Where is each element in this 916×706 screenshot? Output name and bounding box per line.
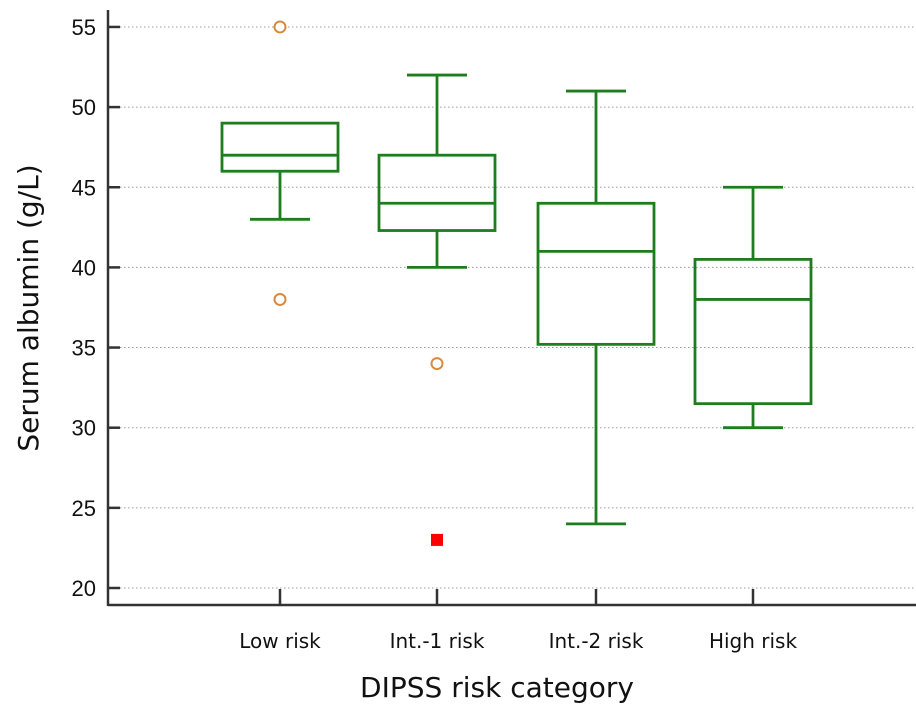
box-2	[536, 89, 656, 526]
y-tick-label: 25	[72, 496, 96, 521]
x-tick-label: High risk	[709, 629, 798, 653]
y-tick-label: 50	[72, 95, 96, 120]
x-axis-title: DIPSS risk category	[360, 671, 634, 704]
box-0	[220, 20, 340, 306]
box-1	[377, 73, 497, 546]
box-iqr	[377, 153, 497, 232]
outlier-point	[430, 357, 444, 371]
box-3	[693, 185, 813, 430]
outlier-point	[273, 20, 287, 34]
y-tick-label: 55	[72, 15, 96, 40]
far-outlier-point	[431, 533, 443, 546]
y-ticks: 20 25 30 35 40 45 50 55	[72, 15, 120, 601]
y-tick-label: 20	[72, 576, 96, 601]
x-tick-label: Low risk	[239, 629, 321, 653]
axes	[106, 10, 916, 607]
gridlines	[108, 26, 916, 589]
box-iqr	[693, 257, 813, 406]
x-ticks: Low risk Int.-1 risk Int.-2 risk High risk	[239, 589, 797, 653]
y-tick-label: 45	[72, 175, 96, 200]
outlier-point	[273, 292, 287, 306]
x-tick-label: Int.-2 risk	[549, 629, 644, 653]
box-iqr	[536, 201, 656, 346]
y-tick-label: 35	[72, 336, 96, 361]
x-tick-label: Int.-1 risk	[390, 629, 485, 653]
y-tick-label: 30	[72, 416, 96, 441]
box-iqr	[220, 121, 340, 173]
y-tick-label: 40	[72, 255, 96, 280]
y-axis-title: Serum albumin (g/L)	[12, 164, 45, 451]
boxes	[220, 20, 813, 546]
